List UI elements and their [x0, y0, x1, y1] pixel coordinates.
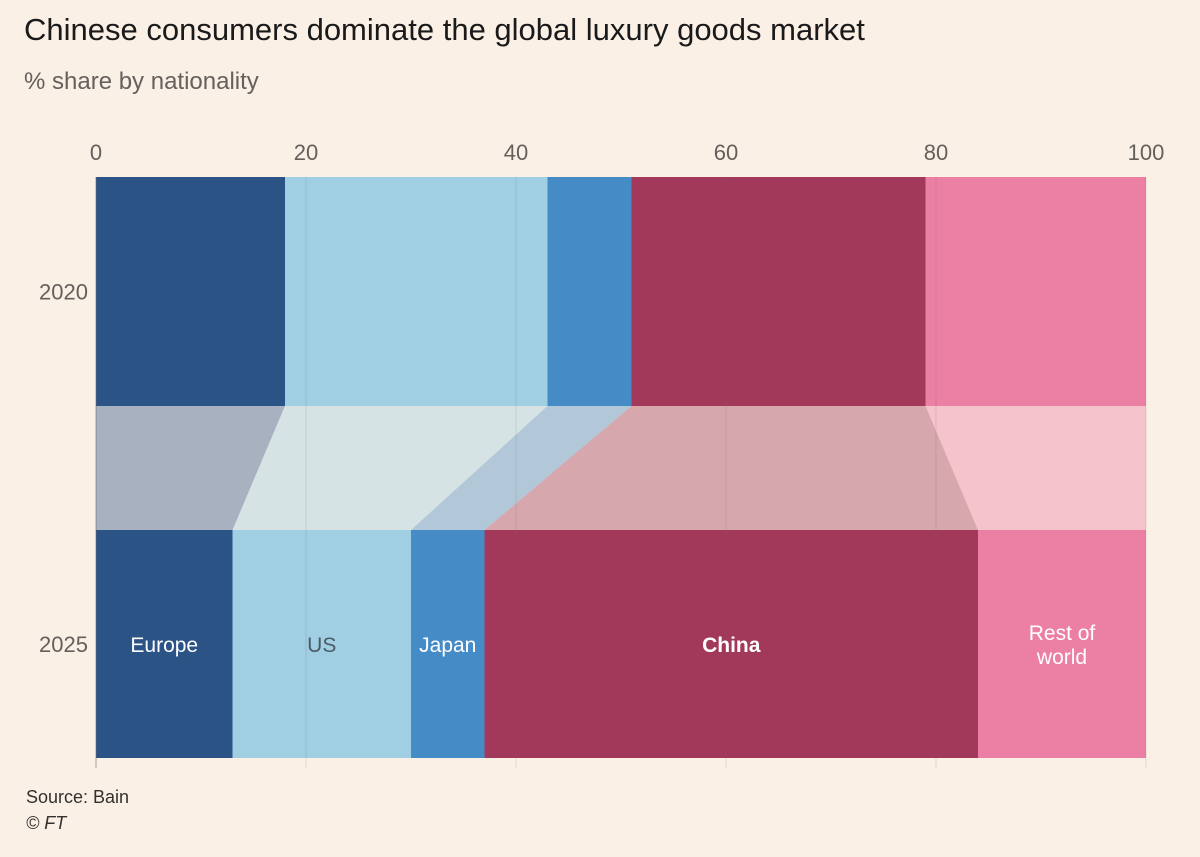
segment-label-japan: Japan — [419, 634, 476, 657]
segment-label-china: China — [702, 634, 761, 657]
x-tick-label-60: 60 — [714, 140, 738, 165]
copyright-note: © FT — [26, 813, 66, 834]
x-tick-label-100: 100 — [1128, 140, 1165, 165]
x-tick-label-80: 80 — [924, 140, 948, 165]
bar-2020-china — [632, 177, 926, 406]
segment-label-rest-of-world: world — [1036, 646, 1087, 669]
bar-2020-rest-of-world — [926, 177, 1147, 406]
bar-2020-europe — [96, 177, 285, 406]
category-label-2025: 2025 — [39, 632, 88, 657]
bar-2020-japan — [548, 177, 632, 406]
segment-label-us: US — [307, 634, 336, 657]
segment-label-europe: Europe — [130, 634, 198, 657]
category-label-2020: 2020 — [39, 280, 88, 305]
source-note: Source: Bain — [26, 787, 129, 808]
segment-label-rest-of-world: Rest of — [1029, 622, 1096, 645]
bar-2020-us — [285, 177, 548, 406]
x-tick-label-0: 0 — [90, 140, 102, 165]
x-tick-label-40: 40 — [504, 140, 528, 165]
x-tick-label-20: 20 — [294, 140, 318, 165]
